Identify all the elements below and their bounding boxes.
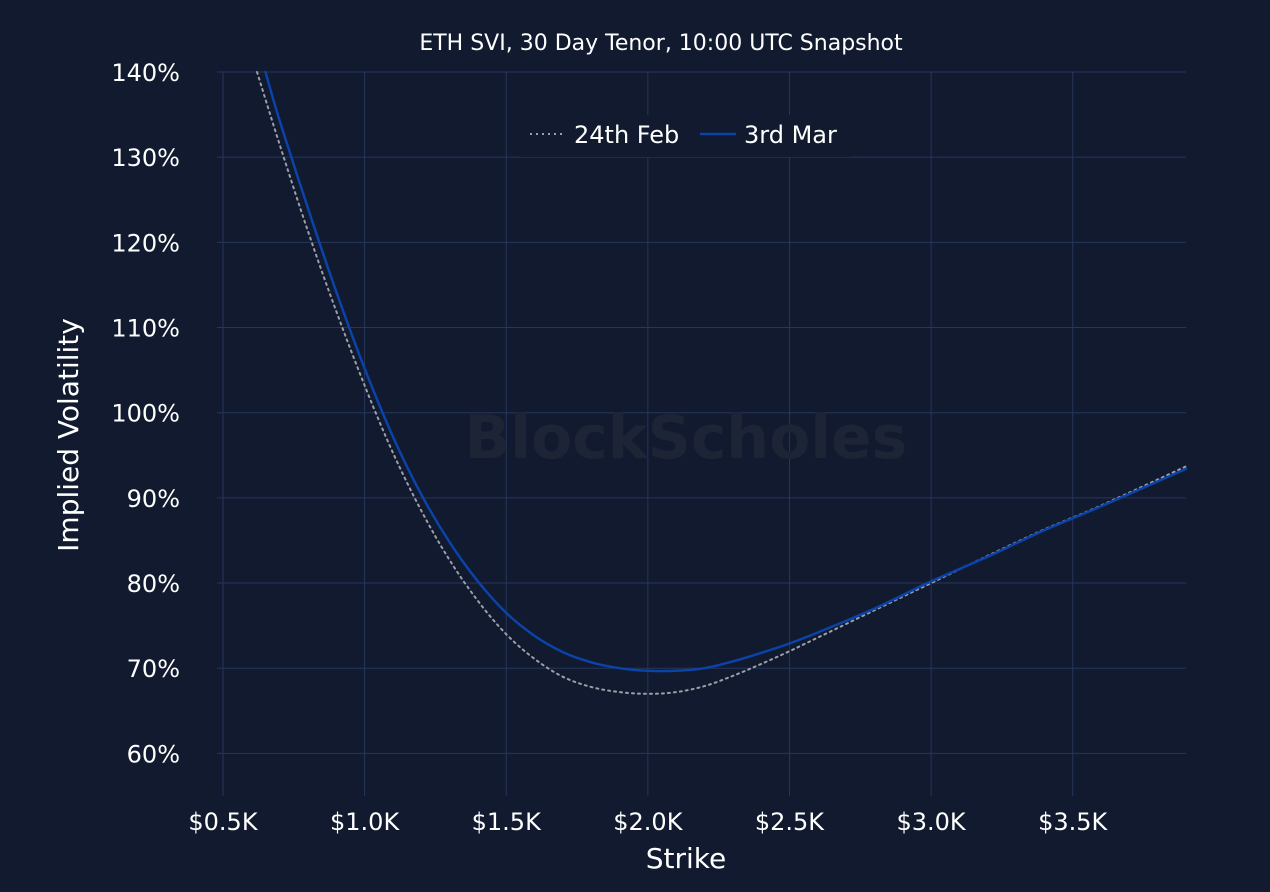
x-axis-label: Strike [646, 842, 727, 875]
y-tick-label: 140% [111, 59, 180, 87]
series-line-3rd-mar [264, 70, 1188, 673]
y-tick-label: 90% [127, 485, 180, 513]
x-tick-labels: $0.5K $1.0K $1.5K $2.0K $2.5K $3.0K $3.5K [188, 808, 1108, 836]
legend-background [520, 115, 850, 157]
legend: 24th Feb 3rd Mar [520, 115, 850, 157]
x-tick-label: $2.0K [613, 808, 683, 836]
y-axis-label: Implied Volatility [52, 318, 85, 552]
y-tick-label: 130% [111, 144, 180, 172]
x-tick-label: $0.5K [188, 808, 258, 836]
series-layer [256, 70, 1188, 695]
y-tick-label: 100% [111, 400, 180, 428]
y-tick-label: 120% [111, 229, 180, 257]
series-line-24th-feb [256, 71, 1187, 695]
y-tick-labels: 60% 70% 80% 90% 100% 110% 120% 130% 140% [111, 59, 180, 768]
x-tick-label: $3.5K [1038, 808, 1108, 836]
y-tick-label: 80% [127, 570, 180, 598]
y-tick-label: 60% [127, 740, 180, 768]
y-tick-label: 70% [127, 655, 180, 683]
watermark: BlockScholes [465, 403, 908, 473]
x-tick-label: $1.0K [330, 808, 400, 836]
x-tick-label: $3.0K [896, 808, 966, 836]
y-tick-label: 110% [111, 315, 180, 343]
grid-layer [217, 71, 1186, 796]
x-tick-label: $2.5K [755, 808, 825, 836]
legend-label-3rd-mar: 3rd Mar [744, 121, 837, 149]
chart-title: ETH SVI, 30 Day Tenor, 10:00 UTC Snapsho… [419, 31, 903, 56]
x-tick-label: $1.5K [472, 808, 542, 836]
legend-label-24th-feb: 24th Feb [574, 121, 679, 149]
